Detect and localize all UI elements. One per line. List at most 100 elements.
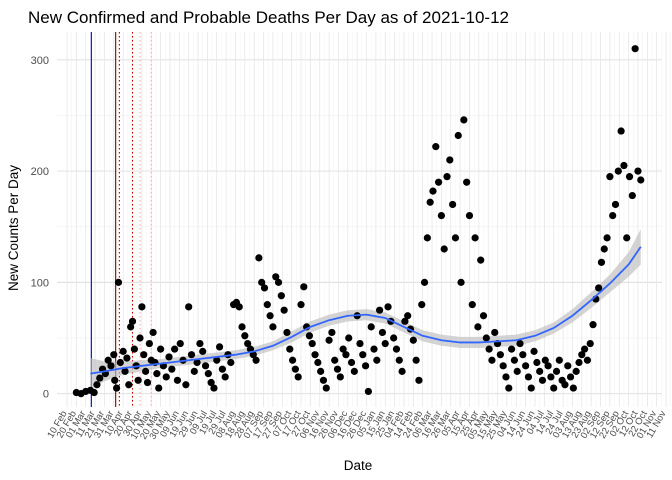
data-point (524, 373, 533, 381)
data-point (356, 339, 364, 348)
data-point (533, 358, 541, 367)
data-point (581, 345, 589, 353)
data-point (176, 339, 184, 348)
data-point (392, 345, 401, 353)
data-point (561, 381, 569, 389)
x-axis-title: Date (344, 458, 373, 473)
data-point (210, 384, 218, 392)
data-point (623, 234, 631, 242)
data-point (168, 365, 176, 373)
data-point (398, 367, 406, 375)
data-point (127, 323, 135, 331)
data-point (449, 200, 457, 209)
data-point (634, 167, 642, 175)
data-point (468, 301, 476, 309)
data-point (367, 323, 375, 331)
data-point (575, 358, 583, 367)
data-point (238, 323, 246, 331)
data-point (252, 356, 260, 364)
data-point (187, 351, 196, 359)
data-point (93, 381, 101, 389)
data-point (138, 303, 146, 311)
data-point (311, 351, 319, 359)
data-point (128, 317, 137, 325)
data-point (474, 323, 482, 331)
data-point (597, 258, 606, 266)
data-point (125, 381, 133, 389)
data-point (510, 356, 519, 364)
data-point (269, 323, 277, 331)
data-point (361, 362, 370, 370)
data-point (149, 328, 157, 337)
data-point (488, 356, 496, 364)
data-point (611, 200, 620, 209)
data-point (258, 278, 266, 286)
data-point (165, 353, 173, 361)
data-point (272, 273, 280, 281)
data-point (457, 278, 465, 286)
data-point (227, 358, 235, 367)
data-point (173, 376, 182, 384)
data-point (331, 356, 339, 364)
data-point (465, 212, 474, 220)
data-point (266, 312, 274, 320)
data-point (373, 356, 381, 364)
data-point (322, 384, 330, 392)
data-point (614, 167, 622, 175)
y-tick-label: 100 (31, 277, 49, 289)
data-point (434, 178, 443, 186)
data-point (130, 345, 138, 353)
data-point (415, 376, 423, 384)
data-point (491, 328, 499, 337)
data-point (620, 161, 628, 170)
y-tick-label: 0 (43, 389, 49, 401)
data-point (111, 376, 119, 384)
data-point (547, 373, 555, 381)
data-point (171, 345, 179, 353)
data-point (119, 347, 127, 355)
data-point (519, 351, 527, 359)
smooth-line (90, 246, 642, 375)
data-point (412, 356, 420, 364)
data-point (162, 373, 170, 381)
data-point (244, 339, 252, 348)
data-point (513, 367, 521, 375)
chart-title: New Confirmed and Probable Deaths Per Da… (28, 8, 509, 27)
data-point (499, 362, 507, 370)
y-axis-title: New Counts Per Day (6, 165, 21, 291)
data-point (420, 278, 429, 286)
data-point (378, 328, 387, 337)
data-point (96, 374, 104, 382)
data-point (463, 178, 471, 186)
data-point (241, 332, 249, 340)
data-point (90, 388, 98, 397)
data-point (637, 176, 645, 184)
data-point (631, 45, 639, 53)
data-point (114, 278, 123, 286)
data-point (384, 303, 392, 311)
data-point (544, 362, 552, 370)
data-point (359, 351, 367, 359)
data-point (395, 356, 403, 364)
data-point (550, 384, 558, 392)
data-point (446, 156, 454, 164)
y-tick-label: 200 (31, 166, 49, 178)
data-point (423, 234, 431, 242)
data-point (339, 345, 347, 353)
data-point (274, 278, 283, 286)
data-point (426, 198, 434, 206)
data-point (418, 301, 426, 309)
data-point (390, 334, 398, 342)
data-point (404, 312, 412, 320)
data-point (142, 367, 150, 375)
data-point (294, 373, 302, 381)
data-point (215, 343, 224, 351)
grid (57, 32, 671, 407)
y-tick-label: 300 (31, 55, 49, 67)
data-point (350, 367, 358, 375)
data-point (477, 256, 485, 264)
data-point (527, 384, 535, 392)
data-point (409, 336, 417, 344)
